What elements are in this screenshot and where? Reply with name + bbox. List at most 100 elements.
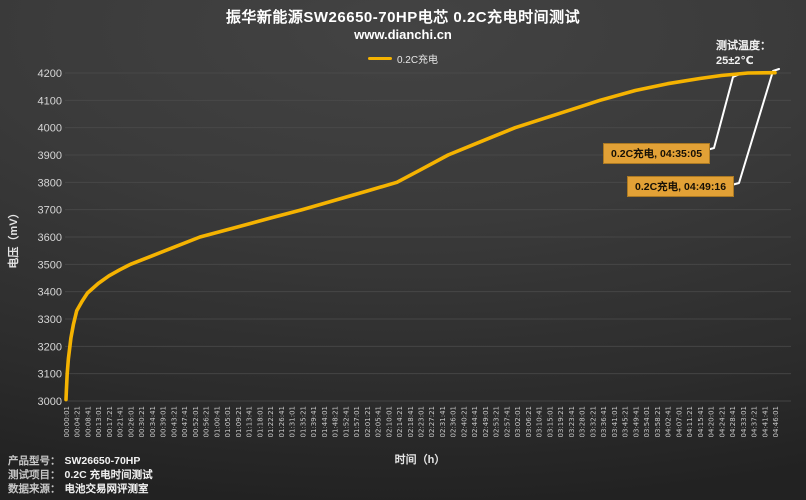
x-tick-label: 02:23:01 [418,406,426,437]
x-tick-label: 02:40:21 [460,406,468,437]
x-tick-label: 03:41:01 [611,406,619,437]
footer-label: 产品型号： [8,455,61,467]
x-tick-label: 03:23:41 [568,406,576,437]
x-tick-label: 02:49:01 [482,406,490,437]
x-tick-label: 03:45:21 [622,406,630,437]
footer-label: 测试项目： [8,469,61,481]
x-tick-label: 00:39:01 [160,406,168,437]
x-tick-label: 04:33:01 [740,406,748,437]
x-tick-label: 01:13:41 [246,406,254,437]
y-tick-label: 4200 [38,68,62,80]
y-tick-label: 4000 [38,123,62,135]
x-tick-label: 00:34:41 [149,406,157,437]
x-tick-label: 03:19:21 [557,406,565,437]
x-tick-label: 04:24:21 [718,406,726,437]
x-tick-label: 01:00:41 [213,406,221,437]
x-tick-label: 03:02:01 [514,406,522,437]
x-tick-label: 00:30:21 [138,406,146,437]
x-tick-label: 03:49:41 [632,406,640,437]
x-tick-label: 03:32:21 [589,406,597,437]
annotation-callout-line [702,73,741,152]
y-tick-label: 3400 [38,287,62,299]
x-tick-label: 03:58:21 [654,406,662,437]
x-tick-label: 01:05:01 [224,406,232,437]
x-tick-label: 00:08:41 [84,406,92,437]
x-tick-label: 01:18:01 [256,406,264,437]
legend-series-label: 0.2C充电 [396,55,439,66]
x-axis-title: 时间（h） [394,454,446,466]
x-tick-label: 04:46:01 [772,406,780,437]
x-tick-label: 01:31:01 [289,406,297,437]
x-tick-label: 00:17:21 [106,406,114,437]
x-tick-label: 03:10:41 [536,406,544,437]
footer-value: 电池交易网评测室 [64,483,149,495]
x-tick-label: 00:21:41 [117,406,125,437]
x-tick-label: 04:11:21 [686,406,694,437]
footer-label: 数据来源： [8,483,61,495]
x-tick-label: 02:05:41 [375,406,383,437]
test-temperature-note: 测试温度： 25±2℃ [716,39,771,69]
x-tick-label: 01:44:01 [321,406,329,437]
chart-subtitle: www.dianchi.cn [354,27,452,42]
footer-value: SW26650-70HP [64,455,141,467]
x-tick-label: 00:26:01 [127,406,135,437]
x-tick-label: 03:54:01 [643,406,651,437]
y-axis-title: 电压（mV） [8,207,20,269]
x-tick-label: 03:15:01 [546,406,554,437]
legend-line-swatch [367,57,392,60]
test-temperature-label: 测试温度： [716,40,771,52]
x-tick-label: 01:39:41 [310,406,318,437]
chart-title: 振华新能源SW26650-70HP电芯 0.2C充电时间测试 [225,9,581,26]
x-tick-label: 01:26:41 [278,406,286,437]
y-tick-label: 3800 [38,177,62,189]
x-tick-label: 03:06:21 [525,406,533,437]
test-temperature-value: 25±2℃ [716,55,754,67]
voltage-curve [64,70,777,402]
x-tick-label: 02:27:21 [428,406,436,437]
y-tick-label: 3700 [38,205,62,217]
x-tick-label: 01:35:21 [299,406,307,437]
x-tick-label: 01:57:01 [353,406,361,437]
x-tick-label: 04:20:01 [708,406,716,437]
x-tick-label: 02:31:41 [439,406,447,437]
x-tick-label: 01:22:21 [267,406,275,437]
y-tick-label: 3100 [38,369,62,381]
x-tick-label: 02:10:01 [385,406,393,437]
x-tick-label: 00:00:01 [63,406,71,437]
x-tick-label: 04:37:21 [751,406,759,437]
x-tick-label: 02:36:01 [450,406,458,437]
x-tick-label: 00:04:21 [74,406,82,437]
x-tick-label: 02:44:41 [471,406,479,437]
footer-row-data-source: 数据来源： 电池交易网评测室 [8,482,153,496]
x-tick-label: 01:48:21 [332,406,340,437]
chart-legend: 0.2C充电 [0,51,806,66]
x-tick-label: 02:53:21 [493,406,501,437]
y-tick-label: 3500 [38,259,62,271]
x-tick-label: 04:15:41 [697,406,705,437]
footer-row-test-item: 测试项目： 0.2C 充电时间测试 [8,468,153,482]
x-tick-label: 02:14:21 [396,406,404,437]
y-tick-label: 3000 [38,396,62,408]
x-tick-label: 00:52:01 [192,406,200,437]
x-tick-label: 02:01:21 [364,406,372,437]
annotation-charge-04-35-05: 0.2C充电, 04:35:05 [603,143,711,164]
x-tick-label: 03:28:01 [579,406,587,437]
y-tick-label: 3200 [38,341,62,353]
y-tick-label: 3600 [38,232,62,244]
footer-value: 0.2C 充电时间测试 [64,469,153,481]
annotation-charge-04-49-16: 0.2C充电, 04:49:16 [627,176,735,197]
footer-metadata: 产品型号： SW26650-70HP 测试项目： 0.2C 充电时间测试 数据来… [8,454,153,496]
y-tick-label: 3900 [38,150,62,162]
x-tick-label: 01:52:41 [342,406,350,437]
x-tick-label: 00:43:21 [170,406,178,437]
x-tick-label: 04:02:41 [665,406,673,437]
x-tick-label: 04:07:01 [675,406,683,437]
y-tick-label: 3300 [38,314,62,326]
x-tick-label: 00:47:41 [181,406,189,437]
x-tick-label: 04:41:41 [761,406,769,437]
x-tick-label: 03:36:41 [600,406,608,437]
x-tick-label: 01:09:21 [235,406,243,437]
footer-row-product-model: 产品型号： SW26650-70HP [8,454,153,468]
